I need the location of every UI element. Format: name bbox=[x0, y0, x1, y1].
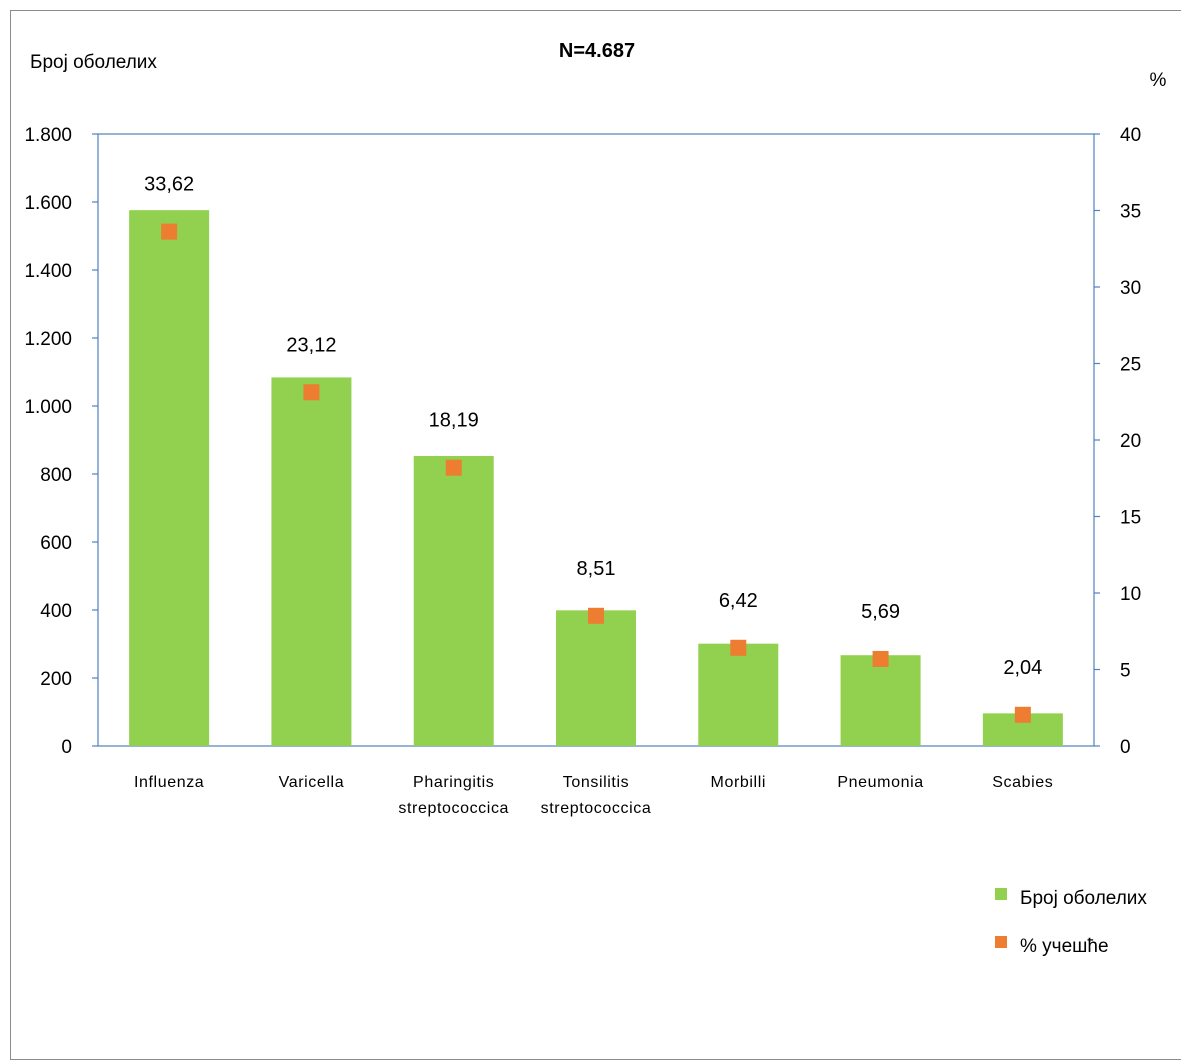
right-tick-label: 20 bbox=[1120, 431, 1141, 452]
left-tick-label: 400 bbox=[40, 601, 72, 622]
category-label: Morbilli bbox=[711, 774, 766, 791]
right-tick-label: 15 bbox=[1120, 508, 1141, 529]
data-label: 23,12 bbox=[286, 334, 336, 356]
category-label: Pharingitis bbox=[413, 774, 494, 791]
category-label: Tonsilitis bbox=[563, 774, 629, 791]
percent-marker bbox=[161, 223, 178, 240]
bar bbox=[840, 655, 921, 746]
bar bbox=[413, 455, 494, 746]
left-tick-label: 1.600 bbox=[24, 193, 72, 214]
data-label: 8,51 bbox=[577, 558, 616, 580]
percent-marker bbox=[445, 459, 462, 476]
left-tick-label: 1.200 bbox=[24, 329, 72, 350]
left-tick-label: 1.800 bbox=[24, 125, 72, 146]
right-tick-label: 40 bbox=[1120, 125, 1141, 146]
right-tick-label: 25 bbox=[1120, 355, 1141, 376]
percent-marker bbox=[588, 607, 604, 624]
left-tick-label: 200 bbox=[40, 669, 72, 690]
percent-marker bbox=[1014, 706, 1031, 723]
category-label: Pneumonia bbox=[837, 774, 923, 791]
left-axis-title: Број оболелих bbox=[30, 52, 157, 73]
bar bbox=[556, 610, 636, 746]
bar bbox=[129, 210, 210, 746]
category-label: streptococcica bbox=[398, 800, 509, 817]
right-tick-label: 0 bbox=[1120, 737, 1131, 758]
left-tick-label: 0 bbox=[61, 737, 72, 758]
legend-label: Број оболелих bbox=[1020, 888, 1147, 909]
left-tick-label: 600 bbox=[40, 533, 72, 554]
bar bbox=[271, 377, 352, 746]
percent-marker bbox=[730, 639, 747, 656]
right-tick-label: 30 bbox=[1120, 278, 1141, 299]
right-tick-label: 35 bbox=[1120, 202, 1141, 223]
data-label: 18,19 bbox=[429, 410, 479, 432]
left-tick-label: 1.400 bbox=[24, 261, 72, 282]
category-label: Scabies bbox=[992, 774, 1053, 791]
left-tick-label: 800 bbox=[40, 465, 72, 486]
chart-title: N=4.687 bbox=[559, 40, 635, 62]
right-axis-title: % bbox=[1150, 70, 1167, 91]
category-label: Varicella bbox=[279, 774, 345, 791]
category-label: streptococcica bbox=[541, 800, 652, 817]
percent-marker bbox=[303, 384, 320, 401]
percent-marker bbox=[872, 650, 889, 667]
data-label: 33,62 bbox=[144, 174, 194, 196]
right-tick-label: 10 bbox=[1120, 584, 1141, 605]
right-tick-label: 5 bbox=[1120, 661, 1131, 682]
bar bbox=[698, 643, 779, 746]
left-tick-label: 1.000 bbox=[24, 397, 72, 418]
legend-swatch bbox=[995, 888, 1007, 900]
data-label: 6,42 bbox=[719, 590, 758, 612]
category-label: Influenza bbox=[134, 774, 204, 791]
data-label: 2,04 bbox=[1003, 657, 1042, 679]
legend-label: % учешће bbox=[1020, 936, 1109, 957]
data-label: 5,69 bbox=[861, 601, 900, 623]
legend-swatch bbox=[995, 936, 1007, 948]
